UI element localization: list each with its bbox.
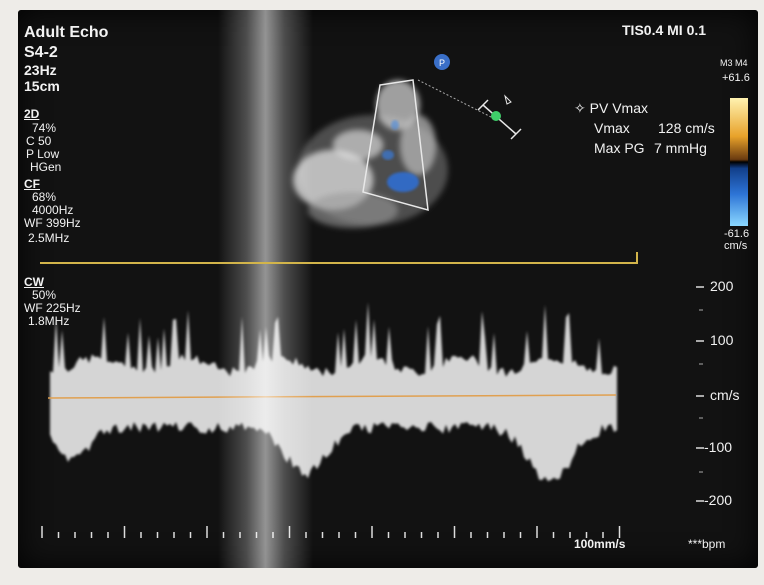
2d-sector-image	[293, 80, 448, 228]
cw-cursor-line	[417, 79, 494, 119]
color-scale-top: +61.6	[722, 72, 750, 84]
axis-tick-minus-100: -100	[704, 439, 733, 455]
axis-tick-100: 100	[710, 332, 734, 348]
heart-rate: ***bpm	[688, 537, 726, 551]
tis-mi-readout: TIS0.4 MI 0.1	[622, 22, 707, 38]
axis-unit: cm/s	[710, 387, 740, 403]
measurement-title: ✧ PV Vmax	[574, 100, 648, 117]
pg-value: 7 mmHg	[654, 140, 707, 156]
orientation-marker-glyph: P	[439, 58, 445, 68]
cw-label: CW	[24, 275, 44, 289]
2d-gain: 74%	[32, 121, 57, 135]
color-velocity-bar	[730, 98, 748, 226]
frame-rate: 23Hz	[24, 62, 57, 78]
doppler-baseline	[47, 394, 617, 399]
axis-tick-200: 200	[710, 278, 734, 294]
ultrasound-screen: P Adult Echo S4-2 23H	[18, 10, 758, 568]
cw-wall-filter: WF 225Hz	[24, 301, 81, 315]
orientation-marker-icon	[434, 54, 450, 70]
echo-image: P	[41, 54, 704, 538]
doppler-axis-ticks	[696, 286, 704, 502]
measurement-title-text: PV Vmax	[589, 100, 648, 116]
depth-scale-bar	[40, 262, 638, 264]
cf-prf: 4000Hz	[32, 203, 74, 217]
color-flow-box	[362, 79, 429, 212]
measurement-marker-icon: ✧	[574, 100, 590, 116]
time-tick-marks	[41, 526, 621, 538]
color-scale-bottom: -61.6	[724, 228, 750, 240]
2d-power: P Low	[26, 147, 60, 161]
cw-gain: 50%	[32, 288, 57, 302]
depth: 15cm	[24, 78, 60, 94]
sweep-speed: 100mm/s	[574, 537, 626, 551]
sample-volume-marker[interactable]	[477, 94, 522, 140]
2d-contrast: C 50	[26, 134, 52, 148]
pg-label: Max PG	[594, 140, 645, 156]
cw-doppler-spectrum	[47, 302, 617, 482]
vmax-value: 128 cm/s	[658, 120, 715, 136]
2d-label: 2D	[24, 107, 40, 121]
cf-label: CF	[24, 177, 40, 191]
cw-freq: 1.8MHz	[28, 314, 70, 328]
axis-tick-minus-200: -200	[704, 492, 733, 508]
mode-title: Adult Echo	[24, 24, 109, 41]
depth-scale-tick	[636, 252, 638, 264]
cf-wall-filter: WF 399Hz	[24, 216, 81, 230]
probe-name: S4-2	[24, 44, 58, 61]
cf-gain: 68%	[32, 190, 57, 204]
color-scale-unit: cm/s	[724, 240, 748, 252]
vmax-label: Vmax	[594, 120, 630, 136]
2d-freq: HGen	[30, 160, 62, 174]
color-map-label: M3 M4	[720, 58, 748, 68]
cf-freq: 2.5MHz	[28, 231, 70, 245]
